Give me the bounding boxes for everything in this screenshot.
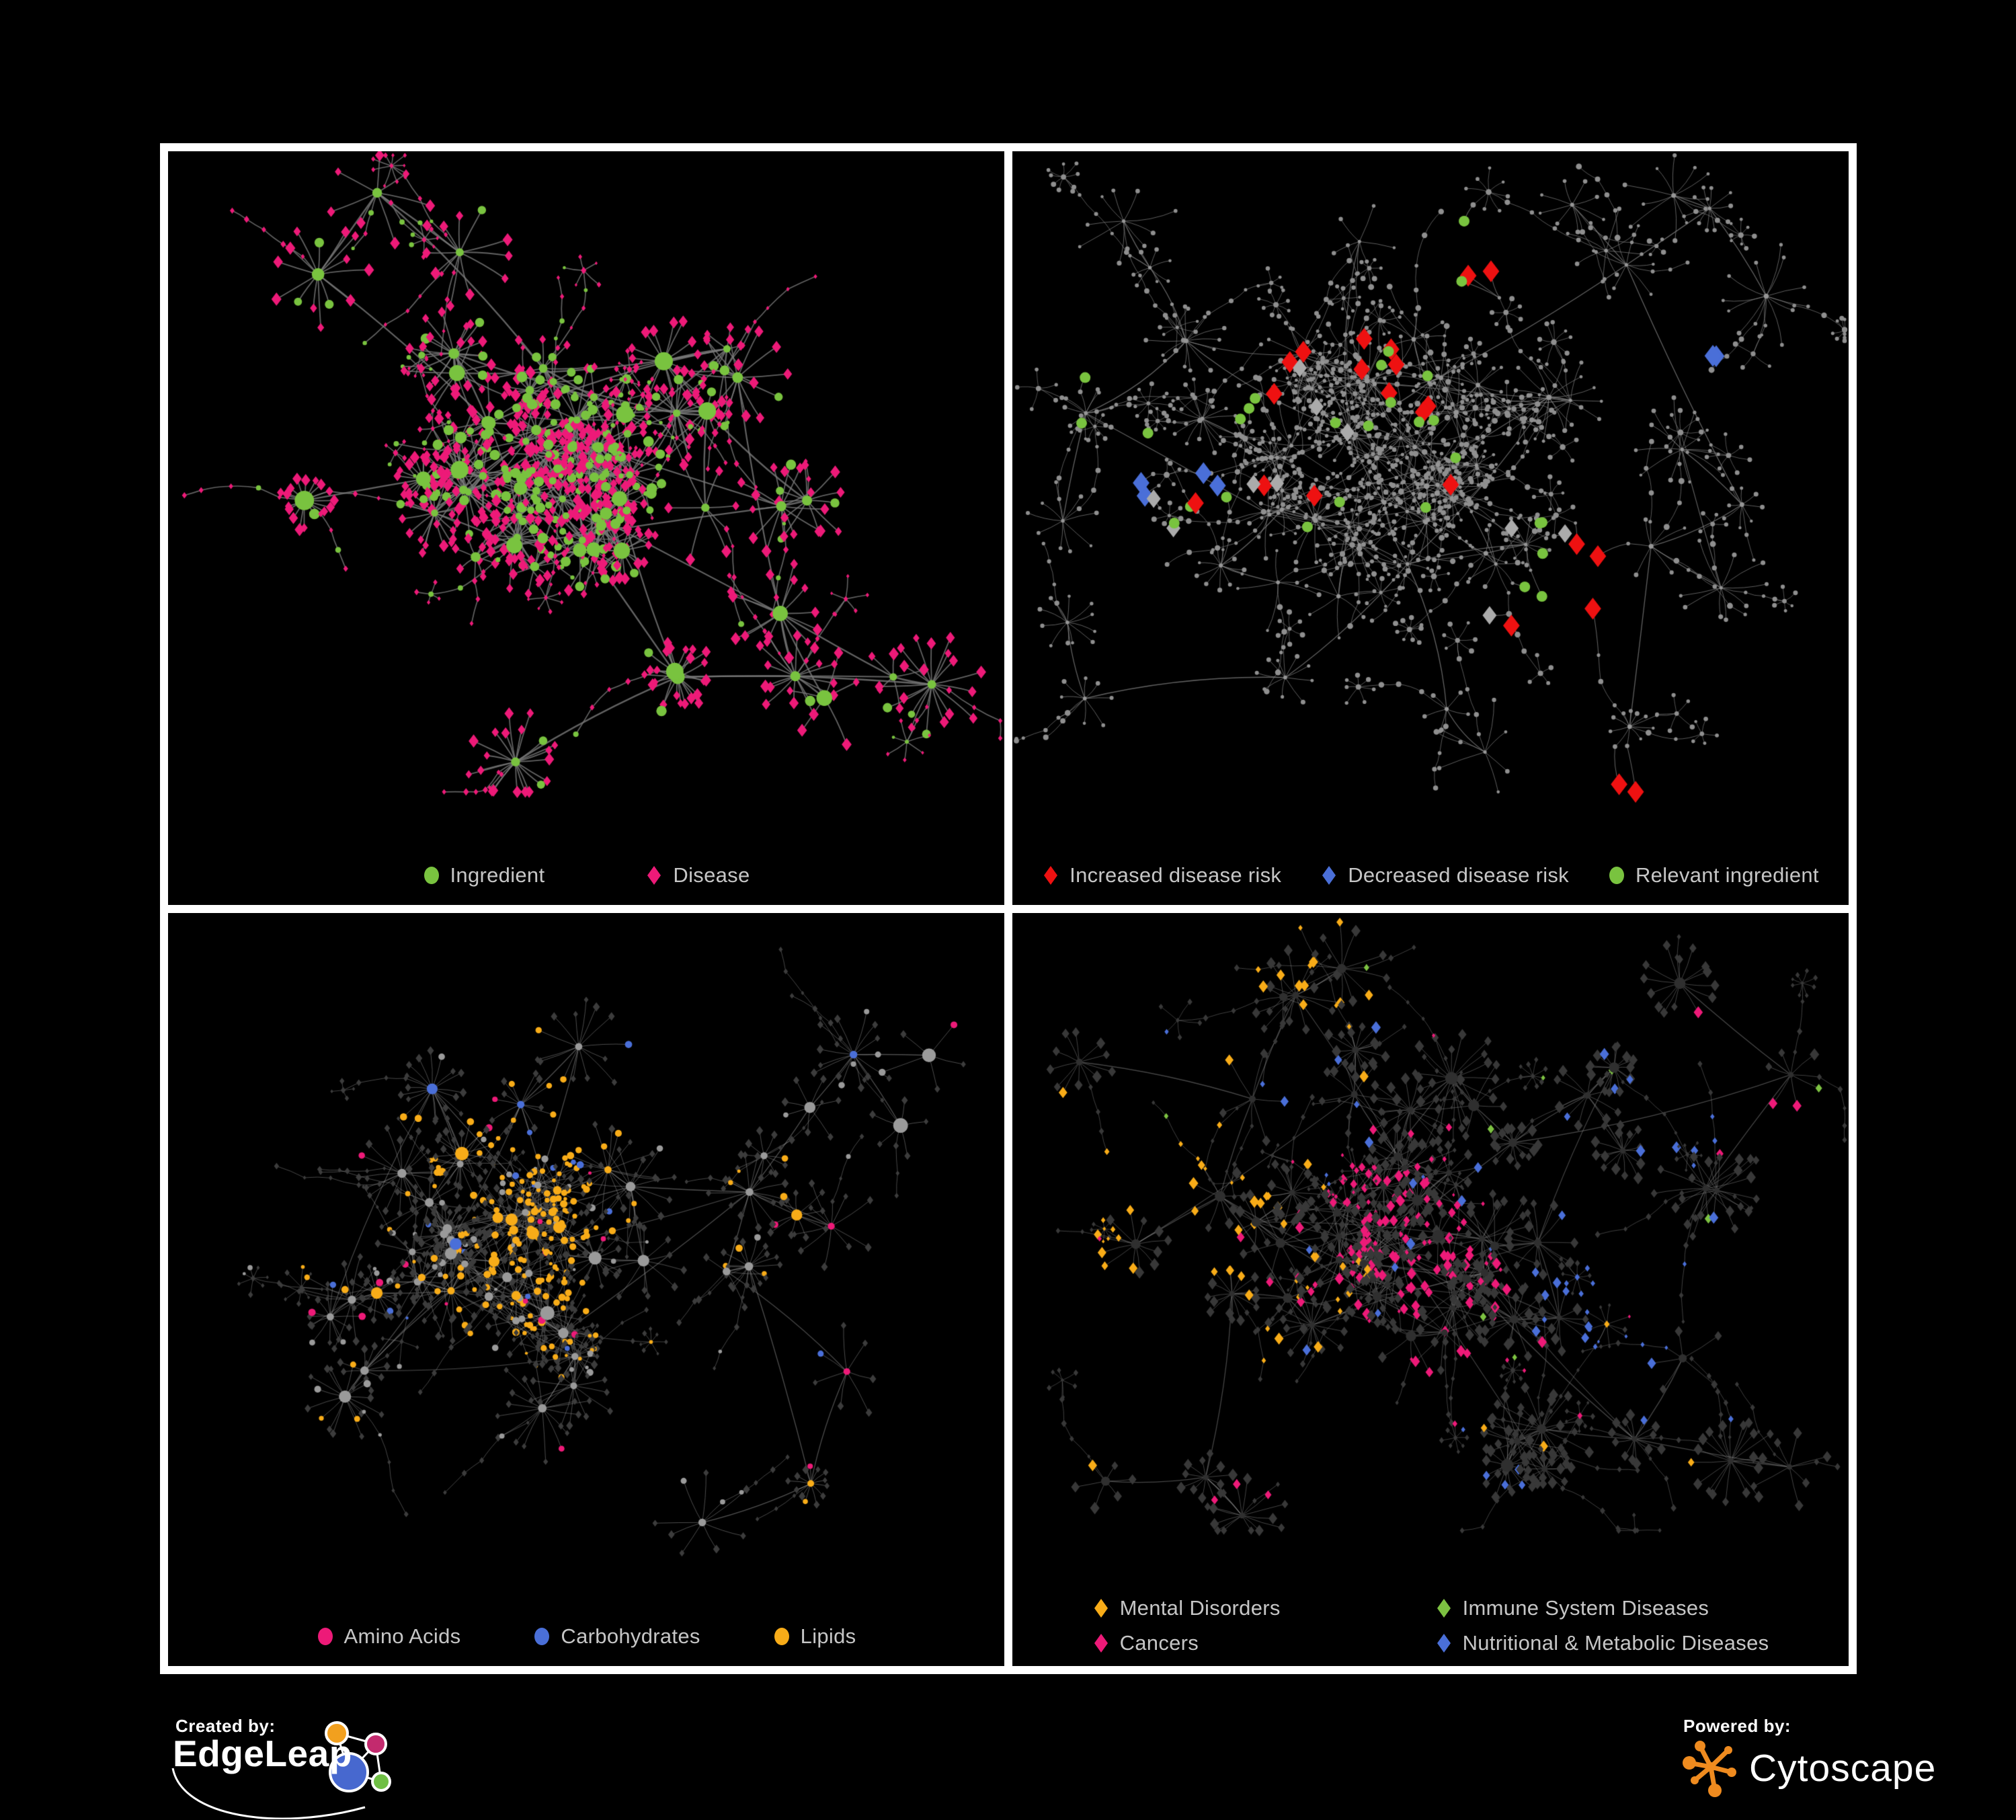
diamond-marker [647, 865, 661, 885]
legend-item-ingredient: Ingredient [423, 863, 545, 887]
network-canvas-disease-categories [1012, 912, 1849, 1666]
panel-ingredients-diseases: Ingredient Disease [168, 151, 1004, 905]
panel-ingredient-categories: Amino Acids Carbohydrates Lipids [168, 912, 1004, 1666]
circle-marker [1609, 866, 1624, 884]
edgeleap-node-orange [325, 1721, 349, 1745]
legend-item-relevant-ingredient: Relevant ingredient [1608, 863, 1819, 887]
edgeleap-node-green [371, 1772, 391, 1792]
diamond-marker [1437, 1599, 1451, 1618]
cytoscape-row: Cytoscape [1679, 1737, 1936, 1799]
edgeleap-node-blue [329, 1752, 369, 1792]
legend-label: Relevant ingredient [1636, 863, 1819, 887]
created-by-caption: Created by: [175, 1716, 276, 1736]
legend-label: Ingredient [450, 863, 545, 887]
legend-label: Increased disease risk [1070, 863, 1282, 887]
legend-ingredients-diseases: Ingredient Disease [168, 863, 1004, 887]
legend-label: Disease [673, 863, 750, 887]
panel-disease-categories: Mental Disorders Immune System Diseases … [1012, 912, 1849, 1666]
legend-label: Decreased disease risk [1348, 863, 1569, 887]
legend-item-amino-acids: Amino Acids [317, 1624, 461, 1649]
legend-label: Lipids [800, 1624, 856, 1648]
legend-ingredient-categories: Amino Acids Carbohydrates Lipids [168, 1624, 1004, 1649]
legend-item-immune-system-diseases: Immune System Diseases [1435, 1596, 1769, 1620]
legend-disease-categories: Mental Disorders Immune System Diseases … [1012, 1596, 1849, 1655]
cytoscape-brand: Cytoscape [1749, 1747, 1937, 1790]
legend-item-nutritional-metabolic-diseases: Nutritional & Metabolic Diseases [1435, 1631, 1769, 1655]
powered-by-block: Powered by: Cytoscape [1679, 1714, 1948, 1815]
legend-item-increased-risk: Increased disease risk [1042, 863, 1281, 887]
legend-label: Cancers [1119, 1631, 1199, 1655]
circle-marker [424, 866, 439, 884]
legend-item-mental-disorders: Mental Disorders [1092, 1596, 1408, 1620]
diamond-marker [1322, 865, 1336, 885]
legend-disease-risk: Increased disease risk Decreased disease… [1012, 863, 1849, 887]
legend-label: Carbohydrates [561, 1624, 700, 1648]
panel-disease-risk: Increased disease risk Decreased disease… [1012, 151, 1849, 905]
legend-item-lipids: Lipids [773, 1624, 856, 1649]
legend-item-decreased-risk: Decreased disease risk [1320, 863, 1569, 887]
edgeleap-node-magenta [364, 1733, 387, 1755]
network-canvas-disease-risk [1012, 151, 1849, 905]
diamond-marker [1437, 1634, 1451, 1653]
legend-label: Nutritional & Metabolic Diseases [1462, 1631, 1769, 1655]
diamond-marker [1094, 1599, 1108, 1618]
circle-marker [774, 1628, 789, 1645]
network-canvas-ingredients-diseases [168, 151, 1004, 905]
edgeleap-brand: EdgeLeap [173, 1733, 352, 1774]
powered-by-caption: Powered by: [1683, 1716, 1791, 1736]
diamond-marker [1094, 1634, 1108, 1653]
legend-label: Amino Acids [344, 1624, 461, 1648]
edgeleap-swoosh [171, 1768, 366, 1819]
created-by-block: Created by: EdgeLeap [163, 1714, 426, 1819]
cytoscape-logo [1683, 1741, 1736, 1797]
network-canvas-ingredient-categories [168, 912, 1004, 1666]
legend-item-disease: Disease [645, 863, 750, 887]
poster-frame: Ingredient Disease Increased disease ris… [160, 143, 1857, 1674]
circle-marker [534, 1628, 550, 1645]
legend-label: Immune System Diseases [1462, 1596, 1709, 1620]
circle-marker [317, 1628, 333, 1645]
diamond-marker [1044, 865, 1058, 885]
legend-label: Mental Disorders [1119, 1596, 1281, 1620]
legend-item-carbohydrates: Carbohydrates [533, 1624, 700, 1649]
legend-item-cancers: Cancers [1092, 1631, 1408, 1655]
edgeleap-logo [171, 1721, 391, 1819]
